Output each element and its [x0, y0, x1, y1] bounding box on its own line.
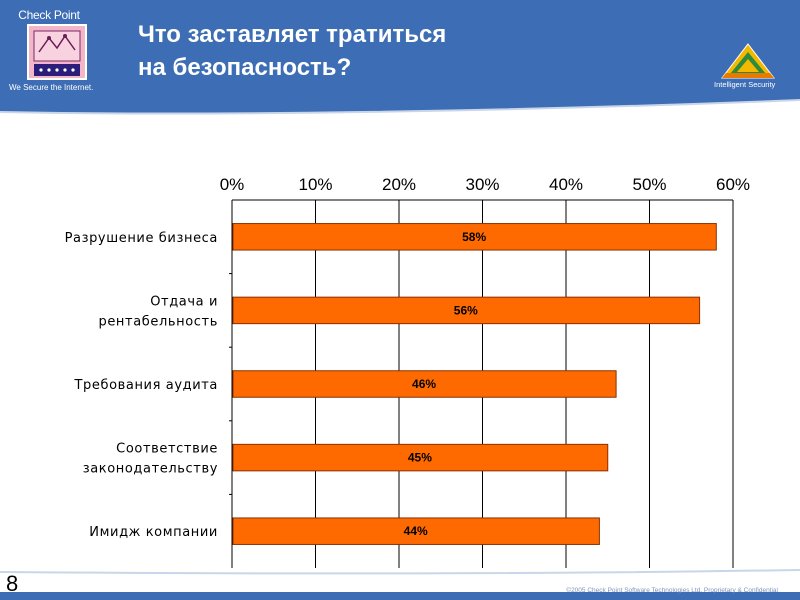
x-tick-label: 60%	[716, 175, 750, 194]
logo-name: Check Point	[18, 8, 80, 22]
bar	[232, 296, 701, 325]
x-tick-label: 20%	[382, 175, 416, 194]
title-line-1: Что заставляет тратиться	[138, 21, 447, 48]
header-background	[0, 0, 800, 140]
category-label: законодательству	[83, 462, 218, 477]
x-tick-label: 50%	[632, 175, 666, 194]
brand-tagline: Intelligent Security	[714, 80, 776, 89]
data-label: 44%	[404, 524, 428, 538]
bar-chart: 0% 10% 20% 30% 40% 50% 60% 58% Разрушение бизнес…	[65, 175, 750, 568]
category-label: Имидж компании	[89, 525, 218, 540]
category-label: Требования аудита	[73, 378, 218, 393]
page-title: Что заставляет тратиться на безопасность…	[138, 18, 678, 84]
copyright-text: ©2005 Check Point Software Technologies …	[566, 587, 778, 594]
category-label: Отдача и	[150, 294, 218, 309]
logo-icon	[27, 24, 87, 80]
bar	[232, 517, 600, 545]
security-triangle-icon	[720, 43, 776, 79]
bar	[232, 443, 609, 472]
header-banner: Check Point We Secure the Internet. Что …	[0, 0, 800, 140]
x-tick-label: 40%	[549, 175, 583, 194]
brand-logo: Intelligent Security	[708, 42, 792, 92]
bar	[232, 370, 617, 398]
data-label: 45%	[408, 451, 432, 465]
category-label: рентабельность	[98, 314, 218, 329]
x-tick-label: 0%	[220, 175, 245, 194]
footer-band	[0, 569, 800, 600]
bar	[232, 223, 717, 251]
title-line-2: на безопасность?	[138, 54, 352, 81]
logo-tagline: We Secure the Internet.	[9, 83, 94, 92]
x-tick-label: 10%	[298, 175, 332, 194]
check-point-logo: Check Point We Secure the Internet.	[9, 8, 109, 98]
page-number: 8	[6, 571, 19, 596]
x-tick-label: 30%	[465, 175, 499, 194]
category-label: Соответствие	[116, 442, 218, 457]
category-label: Разрушение бизнеса	[65, 231, 218, 246]
data-label: 56%	[454, 303, 478, 317]
data-label: 58%	[462, 230, 486, 244]
data-label: 46%	[412, 377, 436, 391]
